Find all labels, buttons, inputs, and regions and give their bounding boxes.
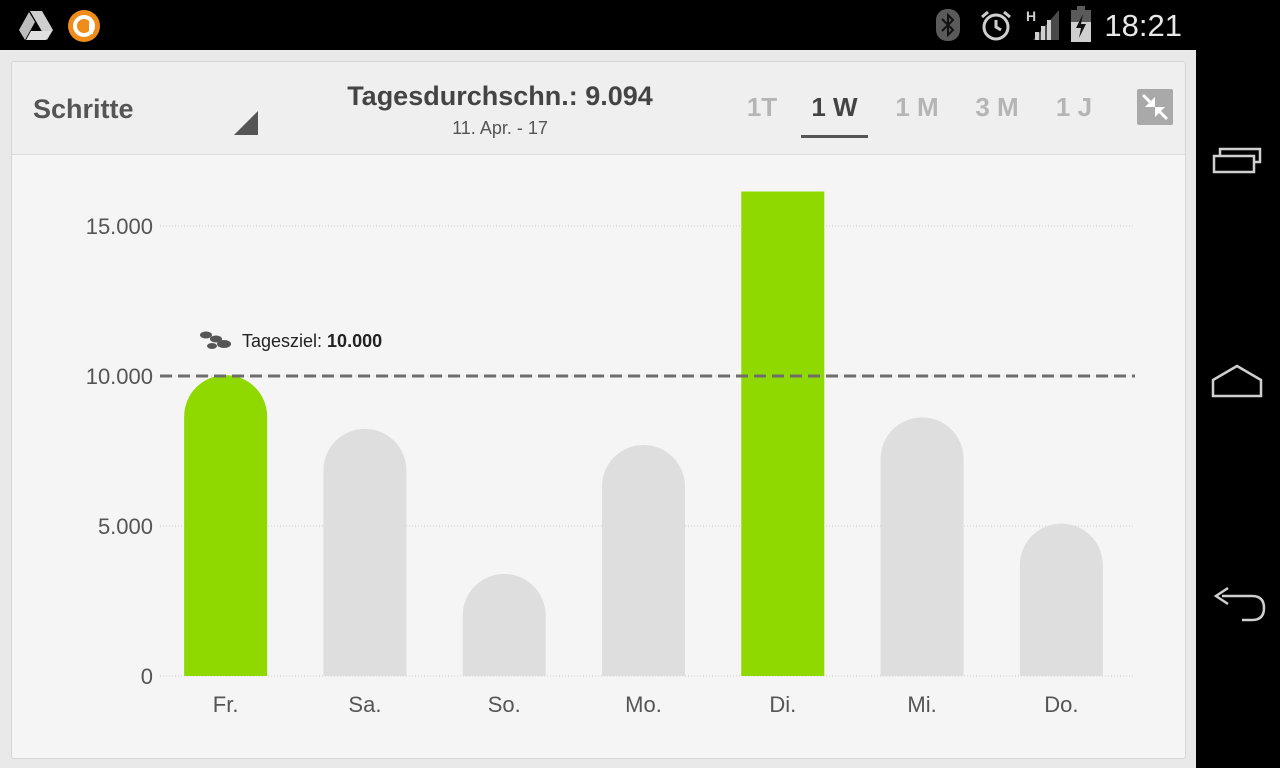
daily-average-title: Tagesdurchschn.: 9.094 xyxy=(347,81,653,111)
chart-header: Schritte Tagesdurchschn.: 9.094 11. Apr.… xyxy=(12,62,1185,155)
y-tick-label: 5.000 xyxy=(98,514,153,539)
back-icon[interactable] xyxy=(1208,580,1268,630)
y-tick-label: 15.000 xyxy=(86,214,153,239)
alarm-icon xyxy=(981,10,1011,41)
tab-3m[interactable]: 3 M xyxy=(975,92,1019,122)
dropdown-corner-icon[interactable] xyxy=(234,111,258,135)
date-range: 11. Apr. - 17 xyxy=(452,118,548,138)
bar xyxy=(462,574,546,676)
bar xyxy=(880,417,964,676)
metric-selector[interactable]: Schritte xyxy=(33,94,134,124)
steps-bar-chart: 0 5.000 10.000 15.000 Fr. Sa. So. Mo. Di. Mi. Do. T… xyxy=(86,191,1135,717)
status-bar: H 18:21 xyxy=(0,0,1196,50)
tab-1m[interactable]: 1 M xyxy=(895,92,939,122)
recent-apps-icon[interactable] xyxy=(1208,136,1268,186)
network-type-label: H xyxy=(1026,8,1037,24)
bar xyxy=(602,444,685,676)
x-tick-label: Sa. xyxy=(348,692,381,717)
status-clock: 18:21 xyxy=(1104,8,1182,43)
x-tick-label: So. xyxy=(488,692,521,717)
goal-value: 10.000 xyxy=(327,331,382,351)
steps-chart-card: Schritte Tagesdurchschn.: 9.094 11. Apr.… xyxy=(11,61,1186,759)
navigation-bar xyxy=(1196,0,1280,768)
x-tick-label: Fr. xyxy=(213,692,239,717)
app-content: Schritte Tagesdurchschn.: 9.094 11. Apr.… xyxy=(0,50,1196,768)
x-tick-label: Mi. xyxy=(907,692,936,717)
home-icon[interactable] xyxy=(1208,358,1268,408)
x-tick-label: Do. xyxy=(1044,692,1078,717)
collapse-button[interactable] xyxy=(1137,89,1173,125)
tab-1j[interactable]: 1 J xyxy=(1055,92,1093,122)
bar xyxy=(741,191,825,676)
collapse-icon xyxy=(1141,93,1169,121)
goal-label-text: Tagesziel: xyxy=(242,331,327,351)
bar xyxy=(184,375,268,676)
goal-label: Tagesziel: 10.000 xyxy=(242,331,382,351)
y-tick-label: 0 xyxy=(141,664,153,689)
x-tick-label: Mo. xyxy=(625,692,662,717)
signal-icon xyxy=(1033,10,1059,40)
drive-icon xyxy=(19,11,53,40)
bar xyxy=(1019,523,1103,676)
tab-1t[interactable]: 1T xyxy=(746,92,778,122)
bar xyxy=(323,428,407,676)
footsteps-icon xyxy=(200,331,231,349)
tab-1w[interactable]: 1 W xyxy=(801,92,868,138)
bluetooth-icon xyxy=(936,9,960,41)
battery-charging-icon xyxy=(1071,6,1091,42)
x-tick-label: Di. xyxy=(769,692,796,717)
avast-icon xyxy=(68,10,100,42)
y-tick-label: 10.000 xyxy=(86,364,153,389)
